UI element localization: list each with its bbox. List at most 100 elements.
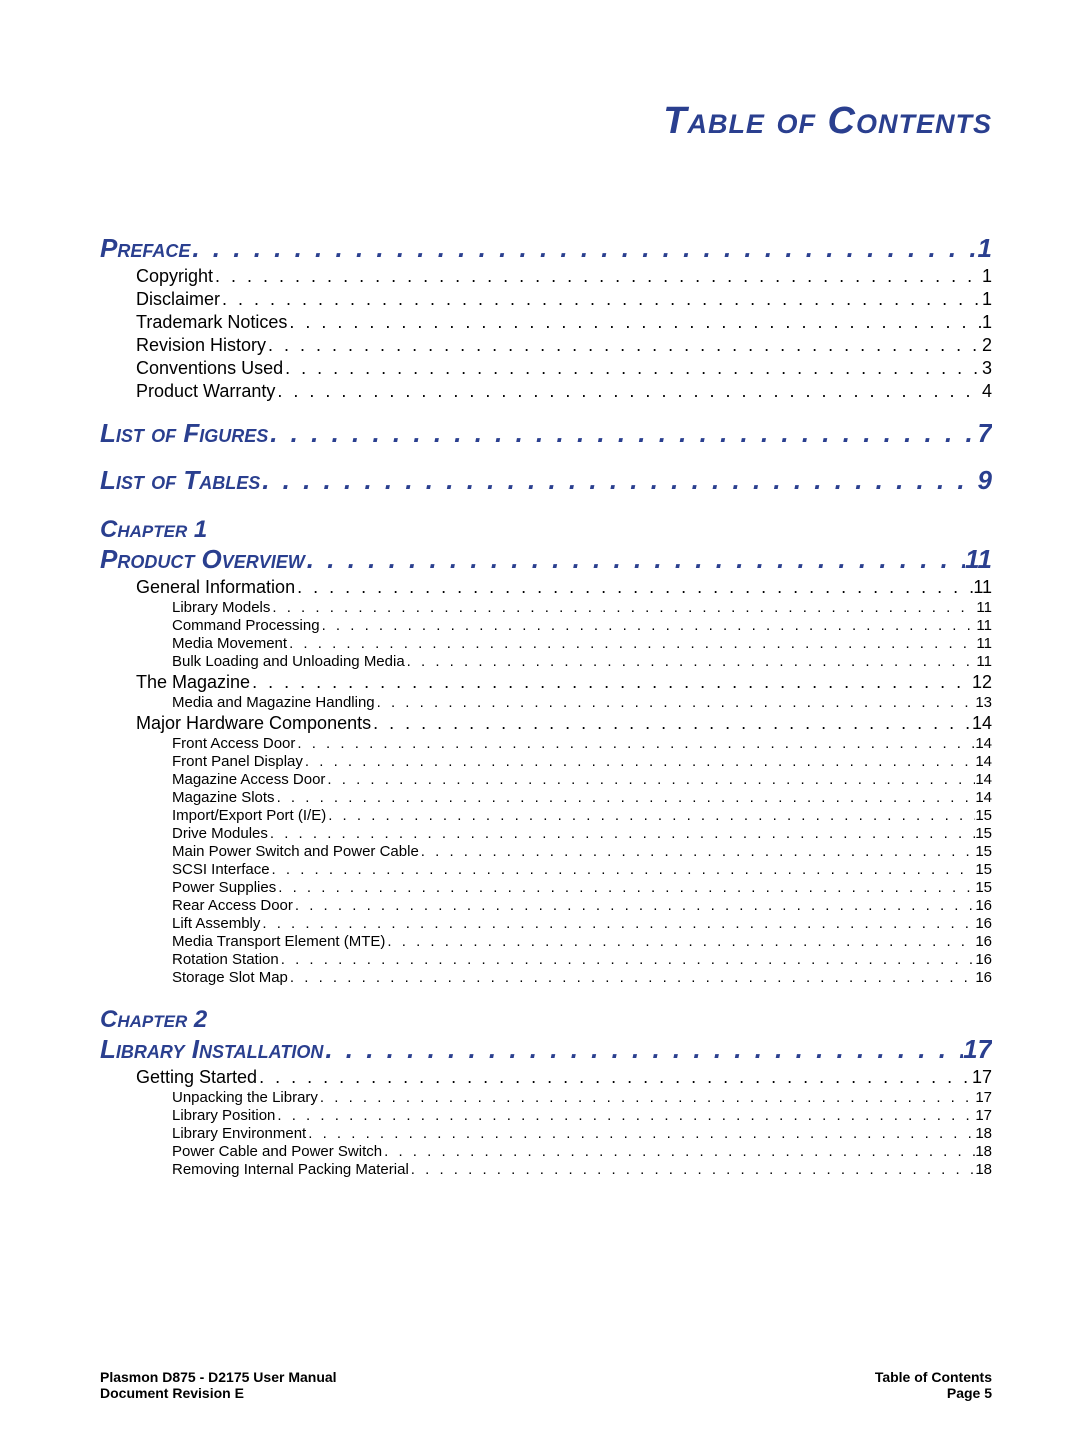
toc-entry[interactable]: Product Warranty . . . . . . . . . . . .… bbox=[136, 381, 992, 402]
toc-entry[interactable]: Main Power Switch and Power Cable . . . … bbox=[172, 843, 992, 860]
toc-entry[interactable]: Rear Access Door . . . . . . . . . . . .… bbox=[172, 897, 992, 914]
toc-entry[interactable]: Library Position . . . . . . . . . . . .… bbox=[172, 1107, 992, 1124]
toc-entry[interactable]: Getting Started . . . . . . . . . . . . … bbox=[136, 1067, 992, 1088]
toc-entry-label: Power Supplies bbox=[172, 879, 276, 896]
toc-leader-dots: . . . . . . . . . . . . . . . . . . . . … bbox=[190, 233, 977, 264]
toc-entry-page: 11 bbox=[976, 635, 992, 652]
toc-entry[interactable]: Disclaimer . . . . . . . . . . . . . . .… bbox=[136, 289, 992, 310]
toc-entry-label: Library Environment bbox=[172, 1125, 306, 1142]
toc-entry-label: Command Processing bbox=[172, 617, 320, 634]
toc-entry-page: 17 bbox=[963, 1034, 992, 1065]
toc-entry[interactable]: Preface . . . . . . . . . . . . . . . . … bbox=[100, 233, 992, 264]
toc-entry-page: 15 bbox=[975, 825, 992, 842]
toc-entry-label: Copyright bbox=[136, 266, 213, 287]
toc-entry-label: General Information bbox=[136, 577, 295, 598]
toc-entry-label: Rear Access Door bbox=[172, 897, 293, 914]
toc-entry[interactable]: Drive Modules . . . . . . . . . . . . . … bbox=[172, 825, 992, 842]
toc-entry-label: Import/Export Port (I/E) bbox=[172, 807, 326, 824]
toc-entry-label: Drive Modules bbox=[172, 825, 268, 842]
toc-entry[interactable]: Lift Assembly . . . . . . . . . . . . . … bbox=[172, 915, 992, 932]
toc-entry-label: Media and Magazine Handling bbox=[172, 694, 375, 711]
toc-leader-dots: . . . . . . . . . . . . . . . . . . . . … bbox=[371, 713, 972, 734]
toc-leader-dots: . . . . . . . . . . . . . . . . . . . . … bbox=[279, 951, 976, 968]
toc-entry[interactable]: Front Panel Display . . . . . . . . . . … bbox=[172, 753, 992, 770]
toc-entry[interactable]: Command Processing . . . . . . . . . . .… bbox=[172, 617, 992, 634]
toc-leader-dots: . . . . . . . . . . . . . . . . . . . . … bbox=[276, 879, 975, 896]
toc-entry[interactable]: List of Tables . . . . . . . . . . . . .… bbox=[100, 465, 992, 496]
toc-entry-label: Removing Internal Packing Material bbox=[172, 1161, 409, 1178]
toc-leader-dots: . . . . . . . . . . . . . . . . . . . . … bbox=[293, 897, 975, 914]
footer-page-number: Page 5 bbox=[875, 1385, 992, 1401]
toc-entry[interactable]: Power Supplies . . . . . . . . . . . . .… bbox=[172, 879, 992, 896]
toc-entry-page: 11 bbox=[976, 653, 992, 670]
toc-entry[interactable]: Rotation Station . . . . . . . . . . . .… bbox=[172, 951, 992, 968]
toc-entry[interactable]: Front Access Door . . . . . . . . . . . … bbox=[172, 735, 992, 752]
toc-leader-dots: . . . . . . . . . . . . . . . . . . . . … bbox=[283, 358, 982, 379]
toc-entry-label: The Magazine bbox=[136, 672, 250, 693]
toc-entry-page: 14 bbox=[975, 789, 992, 806]
toc-entry[interactable]: SCSI Interface . . . . . . . . . . . . .… bbox=[172, 861, 992, 878]
page-footer: Plasmon D875 - D2175 User Manual Documen… bbox=[100, 1369, 992, 1401]
toc-leader-dots: . . . . . . . . . . . . . . . . . . . . … bbox=[382, 1143, 975, 1160]
toc-entry-label: Unpacking the Library bbox=[172, 1089, 318, 1106]
toc-entry[interactable]: Major Hardware Components . . . . . . . … bbox=[136, 713, 992, 734]
toc-entry[interactable]: Revision History . . . . . . . . . . . .… bbox=[136, 335, 992, 356]
toc-entry-label: SCSI Interface bbox=[172, 861, 270, 878]
toc-entry-label: Preface bbox=[100, 233, 190, 264]
toc-entry[interactable]: Storage Slot Map . . . . . . . . . . . .… bbox=[172, 969, 992, 986]
toc-entry[interactable]: Magazine Slots . . . . . . . . . . . . .… bbox=[172, 789, 992, 806]
toc-entry[interactable]: Removing Internal Packing Material . . .… bbox=[172, 1161, 992, 1178]
toc-leader-dots: . . . . . . . . . . . . . . . . . . . . … bbox=[405, 653, 977, 670]
toc-entry-label: Major Hardware Components bbox=[136, 713, 371, 734]
toc-entry[interactable]: Trademark Notices . . . . . . . . . . . … bbox=[136, 312, 992, 333]
toc-entry[interactable]: The Magazine . . . . . . . . . . . . . .… bbox=[136, 672, 992, 693]
toc-entry[interactable]: Product Overview . . . . . . . . . . . .… bbox=[100, 544, 992, 575]
toc-entry-page: 1 bbox=[978, 233, 992, 264]
toc-entry[interactable]: List of Figures . . . . . . . . . . . . … bbox=[100, 418, 992, 449]
toc-entry-page: 9 bbox=[978, 465, 992, 496]
toc-entry[interactable]: Media Movement . . . . . . . . . . . . .… bbox=[172, 635, 992, 652]
toc-entry-page: 18 bbox=[975, 1161, 992, 1178]
footer-doc-revision: Document Revision E bbox=[100, 1385, 337, 1401]
toc-entry[interactable]: Library Models . . . . . . . . . . . . .… bbox=[172, 599, 992, 616]
toc-entry-label: Bulk Loading and Unloading Media bbox=[172, 653, 405, 670]
toc-entry[interactable]: Library Environment . . . . . . . . . . … bbox=[172, 1125, 992, 1142]
toc-entry-label: Library Installation bbox=[100, 1034, 323, 1065]
toc-entry-label: Rotation Station bbox=[172, 951, 279, 968]
toc-entry[interactable]: Conventions Used . . . . . . . . . . . .… bbox=[136, 358, 992, 379]
toc-chapter-heading: Chapter 2 bbox=[100, 1006, 992, 1034]
toc-entry-label: Media Movement bbox=[172, 635, 287, 652]
toc-leader-dots: . . . . . . . . . . . . . . . . . . . . … bbox=[220, 289, 982, 310]
toc-entry-page: 16 bbox=[975, 933, 992, 950]
toc-entry-page: 14 bbox=[975, 735, 992, 752]
toc-entry[interactable]: Power Cable and Power Switch . . . . . .… bbox=[172, 1143, 992, 1160]
toc-entry[interactable]: Media Transport Element (MTE) . . . . . … bbox=[172, 933, 992, 950]
toc-entry-label: Getting Started bbox=[136, 1067, 257, 1088]
toc-entry[interactable]: Copyright . . . . . . . . . . . . . . . … bbox=[136, 266, 992, 287]
toc-entry-page: 12 bbox=[972, 672, 992, 693]
toc-entry-label: Disclaimer bbox=[136, 289, 220, 310]
toc-leader-dots: . . . . . . . . . . . . . . . . . . . . … bbox=[250, 672, 972, 693]
toc-entry[interactable]: Import/Export Port (I/E) . . . . . . . .… bbox=[172, 807, 992, 824]
toc-leader-dots: . . . . . . . . . . . . . . . . . . . . … bbox=[275, 381, 982, 402]
toc-entry[interactable]: Magazine Access Door . . . . . . . . . .… bbox=[172, 771, 992, 788]
toc-leader-dots: . . . . . . . . . . . . . . . . . . . . … bbox=[318, 1089, 975, 1106]
toc-entry[interactable]: Unpacking the Library . . . . . . . . . … bbox=[172, 1089, 992, 1106]
toc-entry-label: Power Cable and Power Switch bbox=[172, 1143, 382, 1160]
toc-leader-dots: . . . . . . . . . . . . . . . . . . . . … bbox=[266, 335, 982, 356]
toc-entry-page: 1 bbox=[982, 289, 992, 310]
toc-entry[interactable]: Bulk Loading and Unloading Media . . . .… bbox=[172, 653, 992, 670]
toc-leader-dots: . . . . . . . . . . . . . . . . . . . . … bbox=[419, 843, 976, 860]
toc-entry-page: 15 bbox=[975, 861, 992, 878]
toc-leader-dots: . . . . . . . . . . . . . . . . . . . . … bbox=[295, 735, 975, 752]
toc-entry-page: 17 bbox=[975, 1089, 992, 1106]
toc-entry[interactable]: Library Installation . . . . . . . . . .… bbox=[100, 1034, 992, 1065]
toc-entry[interactable]: General Information . . . . . . . . . . … bbox=[136, 577, 992, 598]
toc-entry-page: 11 bbox=[965, 544, 992, 575]
toc-entry-page: 18 bbox=[975, 1125, 992, 1142]
toc-entry-label: Conventions Used bbox=[136, 358, 283, 379]
toc-entry[interactable]: Media and Magazine Handling . . . . . . … bbox=[172, 694, 992, 711]
toc-leader-dots: . . . . . . . . . . . . . . . . . . . . … bbox=[325, 771, 975, 788]
toc-leader-dots: . . . . . . . . . . . . . . . . . . . . … bbox=[295, 577, 973, 598]
toc-entry-page: 1 bbox=[982, 312, 992, 333]
